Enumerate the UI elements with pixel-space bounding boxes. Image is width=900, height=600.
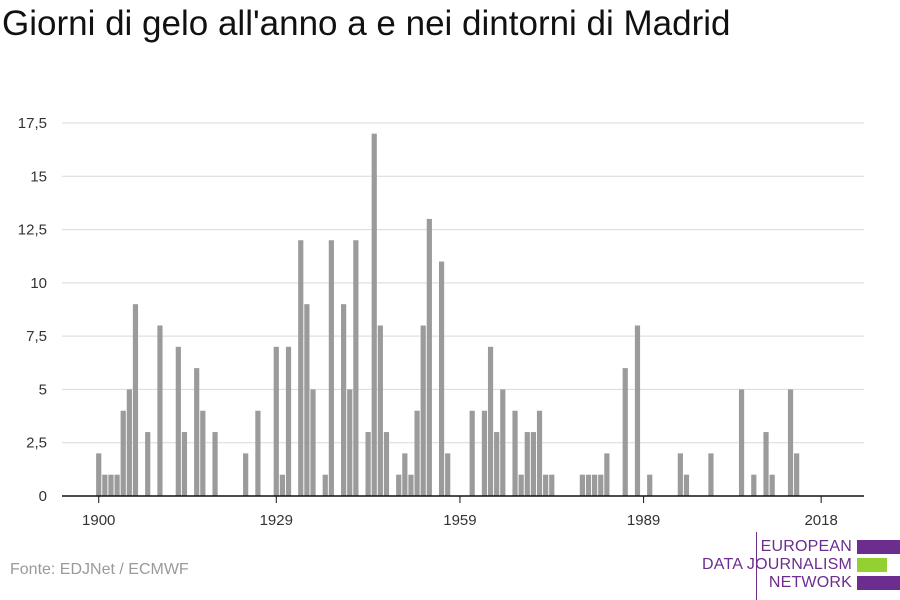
bar-1937: [322, 474, 328, 496]
logo-text-line1: EUROPEAN: [760, 538, 852, 555]
logo-bar-top: [857, 540, 900, 554]
x-tick-label: 1900: [82, 512, 115, 529]
bar-1947: [383, 432, 390, 496]
bar-1929: [273, 346, 279, 496]
bar-1917: [200, 410, 206, 496]
bar-1944: [365, 432, 371, 496]
bar-1900: [96, 453, 102, 496]
bar-2014: [794, 453, 800, 496]
bar-2013: [787, 389, 794, 496]
bar-1946: [377, 325, 383, 496]
bar-1938: [328, 240, 334, 496]
bar-2010: [769, 474, 775, 496]
x-tick-label: 1989: [627, 512, 660, 529]
bar-1957: [445, 453, 451, 496]
bar-1902: [108, 474, 114, 496]
logo-bar-bottom: [857, 576, 900, 590]
y-tick-label: 0: [39, 488, 47, 505]
bar-1908: [145, 432, 151, 496]
x-axis-ticks: 1900 1929 1959 1989 2018: [82, 496, 838, 529]
bar-1980: [585, 474, 592, 496]
x-tick-label: 1929: [260, 512, 293, 529]
bar-1942: [353, 240, 359, 496]
bar-1950: [402, 453, 408, 496]
bar-1924: [243, 453, 249, 496]
logo-bar-middle: [857, 558, 887, 572]
bar-1956: [438, 261, 445, 496]
bar-2000: [708, 453, 714, 496]
bar-1988: [634, 325, 641, 496]
bar-1901: [102, 474, 108, 496]
bar-1919: [212, 432, 218, 496]
bar-1983: [604, 453, 610, 496]
bar-1941: [347, 389, 353, 496]
bar-2005: [738, 389, 745, 496]
y-tick-label: 17,5: [18, 115, 47, 132]
bar-2009: [763, 432, 769, 496]
bar-1953: [420, 325, 426, 496]
x-tick-label: 2018: [804, 512, 837, 529]
bar-1971: [530, 432, 536, 496]
bar-series: [96, 133, 800, 496]
bar-1904: [120, 410, 126, 496]
bar-1995: [677, 453, 683, 496]
bar-2007: [751, 474, 757, 496]
bar-1954: [426, 218, 432, 496]
x-tick-label: 1959: [443, 512, 476, 529]
edjnet-logo: EUROPEAN DATA JOURNALISM NETWORK: [700, 532, 900, 600]
bar-1935: [310, 389, 316, 496]
logo-divider: [756, 532, 757, 600]
logo-text-line2: DATA JOURNALISM: [702, 556, 852, 573]
bar-1916: [194, 368, 200, 496]
bar-1903: [114, 474, 120, 496]
bar-1963: [481, 410, 488, 496]
y-tick-label: 12,5: [18, 222, 47, 239]
bar-1979: [579, 474, 585, 496]
bar-1968: [512, 410, 518, 496]
bar-1913: [175, 346, 181, 496]
y-tick-label: 10: [30, 275, 47, 292]
bar-1986: [622, 368, 628, 496]
bar-1931: [285, 346, 292, 496]
bar-1982: [598, 474, 604, 496]
bar-1914: [181, 432, 188, 496]
bar-1966: [500, 389, 506, 496]
bar-1951: [408, 474, 414, 496]
source-note: Fonte: EDJNet / ECMWF: [10, 561, 189, 578]
y-tick-label: 7,5: [26, 328, 47, 345]
bar-1926: [255, 410, 261, 496]
bar-1969: [518, 474, 524, 496]
bar-1981: [592, 474, 598, 496]
bar-1949: [396, 474, 402, 496]
chart-title: Giorni di gelo all'anno a e nei dintorni…: [2, 4, 731, 43]
bar-1933: [298, 240, 304, 496]
bar-1910: [157, 325, 163, 496]
y-tick-label: 5: [39, 381, 47, 398]
bar-1945: [371, 133, 377, 496]
bar-1906: [132, 304, 139, 496]
bar-1974: [549, 474, 555, 496]
y-tick-label: 2,5: [26, 435, 47, 452]
bar-1965: [494, 432, 500, 496]
bar-1930: [279, 474, 285, 496]
bar-1970: [524, 432, 530, 496]
y-tick-label: 15: [30, 168, 47, 185]
bar-1973: [543, 474, 549, 496]
bar-1905: [126, 389, 132, 496]
bar-1996: [683, 474, 690, 496]
bar-1964: [487, 346, 494, 496]
bar-1940: [341, 304, 347, 496]
bar-1961: [469, 410, 475, 496]
bar-1952: [414, 410, 420, 496]
bar-1990: [647, 474, 653, 496]
bar-1934: [304, 304, 310, 496]
y-axis-ticks: 0 2,5 5 7,5 10 12,5 15 17,5: [18, 115, 47, 505]
logo-text-line3: NETWORK: [768, 574, 852, 591]
bar-1972: [536, 410, 543, 496]
